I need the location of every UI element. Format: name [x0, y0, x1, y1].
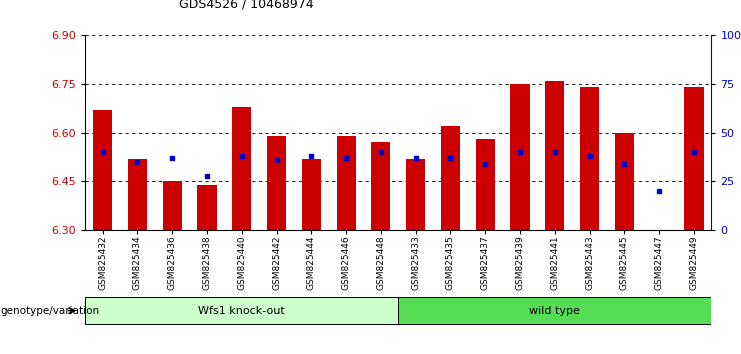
Bar	[197, 185, 216, 230]
Bar	[128, 159, 147, 230]
Bar	[371, 143, 391, 230]
Bar	[399, 297, 711, 324]
Bar	[545, 81, 565, 230]
Bar	[580, 87, 599, 230]
Bar	[336, 136, 356, 230]
Bar	[162, 182, 182, 230]
Bar	[85, 297, 399, 324]
Bar	[476, 139, 495, 230]
Bar	[267, 136, 286, 230]
Text: wild type: wild type	[529, 306, 580, 316]
Text: GDS4526 / 10468974: GDS4526 / 10468974	[179, 0, 313, 11]
Bar	[232, 107, 251, 230]
Bar	[93, 110, 112, 230]
Text: Wfs1 knock-out: Wfs1 knock-out	[199, 306, 285, 316]
Bar	[302, 159, 321, 230]
Bar	[406, 159, 425, 230]
Text: genotype/variation: genotype/variation	[1, 306, 100, 316]
Bar	[441, 126, 460, 230]
Bar	[511, 84, 530, 230]
Bar	[685, 87, 703, 230]
Bar	[615, 133, 634, 230]
